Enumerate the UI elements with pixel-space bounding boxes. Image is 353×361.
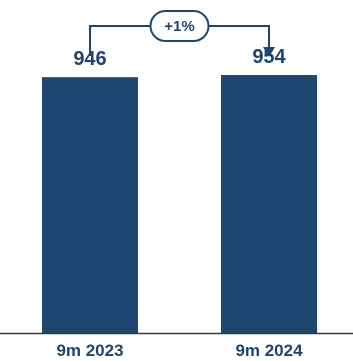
bar-2	[221, 75, 317, 333]
value-label-1: 946	[73, 48, 106, 70]
bar-1	[42, 77, 138, 333]
change-pill	[149, 10, 210, 42]
change-annotation: +1%	[89, 10, 275, 57]
bars-layer	[42, 75, 317, 333]
category-labels-layer: 9m 2023 9m 2024	[56, 341, 303, 360]
category-label-1: 9m 2023	[56, 341, 123, 360]
change-arrowhead	[263, 47, 275, 57]
category-label-2: 9m 2024	[235, 341, 303, 360]
change-label: +1%	[164, 18, 194, 35]
value-label-2: 954	[252, 46, 286, 68]
value-labels-layer: 946 954	[73, 46, 286, 70]
